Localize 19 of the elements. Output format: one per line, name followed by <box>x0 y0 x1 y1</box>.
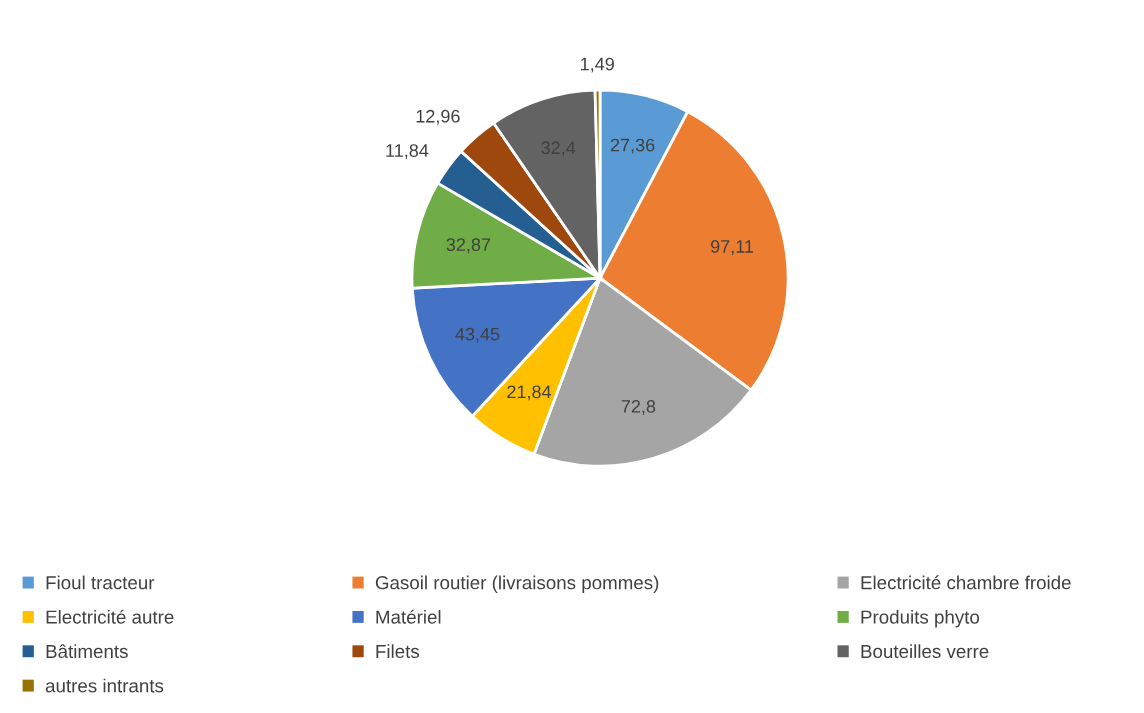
data-label: 43,45 <box>455 327 500 343</box>
legend-label: Produits phyto <box>861 609 980 628</box>
legend-label: Bâtiments <box>46 644 128 659</box>
data-label: 21,84 <box>507 385 552 401</box>
data-label: 32,87 <box>446 238 491 254</box>
legend-label: Filets <box>376 644 420 659</box>
data-label: 27,36 <box>610 138 655 154</box>
legend-label: Bouteilles verre <box>861 644 989 659</box>
legend-label: Electricité autre <box>46 609 174 624</box>
data-label: 72,8 <box>621 400 656 415</box>
data-label: 11,84 <box>386 144 429 160</box>
data-label: 1,49 <box>581 57 614 73</box>
legend-label: Matériel <box>376 609 441 624</box>
legend-label: autres intrants <box>45 678 164 693</box>
legend-label: Gasoil routier (livraisons pommes) <box>375 575 659 594</box>
legend-label: Electricité chambre froide <box>861 575 1071 590</box>
legend-label: Fioul tracteur <box>46 575 155 590</box>
data-label: 97,11 <box>710 240 754 255</box>
data-label: 12,96 <box>416 109 460 125</box>
